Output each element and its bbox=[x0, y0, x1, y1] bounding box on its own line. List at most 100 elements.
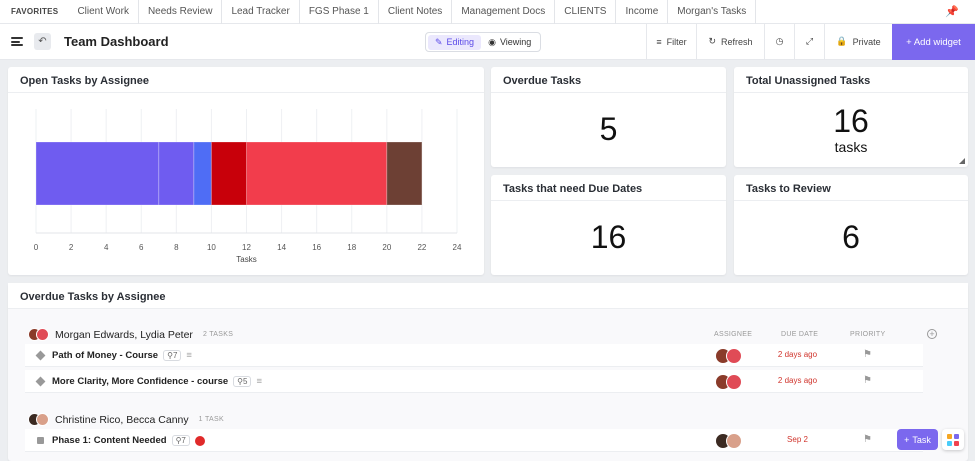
due-date[interactable]: Sep 2 bbox=[787, 435, 808, 444]
subtask-count[interactable]: ⚲5 bbox=[233, 376, 252, 387]
assignee-avatars[interactable] bbox=[715, 433, 742, 449]
group-header[interactable]: Morgan Edwards, Lydia Peter 2 TASKS bbox=[28, 328, 233, 341]
overdue-tasks-value: 5 bbox=[599, 111, 618, 147]
page-title: Team Dashboard bbox=[64, 34, 169, 49]
assignee-avatars[interactable] bbox=[715, 374, 742, 390]
favorite-lead-tracker[interactable]: Lead Tracker bbox=[222, 0, 300, 24]
bar-segment[interactable] bbox=[386, 141, 423, 206]
viewing-option[interactable]: ◉ Viewing bbox=[481, 35, 538, 50]
overdue-tasks-title: Overdue Tasks bbox=[503, 75, 582, 87]
unassigned-tasks-value: 16 bbox=[833, 103, 869, 139]
x-tick-label: 24 bbox=[453, 243, 462, 252]
group-task-count: 2 TASKS bbox=[202, 331, 234, 338]
review-title: Tasks to Review bbox=[746, 183, 831, 195]
group-header[interactable]: Christine Rico, Becca Canny 1 TASK bbox=[28, 413, 224, 426]
add-column-icon[interactable]: + bbox=[927, 329, 937, 339]
priority-flag-icon[interactable]: ⚑ bbox=[863, 434, 872, 445]
clock-icon: ◷ bbox=[775, 36, 784, 46]
x-tick-label: 22 bbox=[417, 243, 426, 252]
overdue-tasks-widget[interactable]: Overdue Tasks 5 bbox=[491, 67, 726, 167]
x-tick-label: 4 bbox=[104, 243, 109, 252]
dashboard-header: ↶ Team Dashboard ✎ Editing ◉ Viewing ≡ F… bbox=[0, 24, 975, 60]
due-date[interactable]: 2 days ago bbox=[777, 376, 818, 385]
avatar bbox=[28, 413, 49, 426]
assignee-avatars[interactable] bbox=[715, 348, 742, 364]
favorite-client-work[interactable]: Client Work bbox=[68, 0, 139, 24]
favorites-bar: FAVORITES Client Work Needs Review Lead … bbox=[0, 0, 975, 24]
group-task-count: 1 TASK bbox=[198, 416, 224, 423]
resize-handle-icon[interactable] bbox=[959, 158, 965, 164]
due-dates-widget[interactable]: Tasks that need Due Dates 16 bbox=[491, 175, 726, 275]
subtask-count[interactable]: ⚲7 bbox=[163, 350, 182, 361]
pin-icon[interactable]: 📌 bbox=[945, 6, 959, 18]
eye-icon: ◉ bbox=[488, 36, 496, 47]
table-row[interactable]: Phase 1: Content Needed ⚲7 Sep 2 ⚑ bbox=[25, 429, 923, 452]
bar-segment[interactable] bbox=[158, 141, 195, 206]
review-value: 6 bbox=[842, 219, 860, 255]
x-tick-label: 12 bbox=[242, 243, 251, 252]
overdue-by-assignee-title: Overdue Tasks by Assignee bbox=[20, 291, 166, 303]
unassigned-tasks-unit: tasks bbox=[834, 139, 868, 155]
favorite-fgs-phase-1[interactable]: FGS Phase 1 bbox=[300, 0, 379, 24]
expand-icon: ⤢ bbox=[805, 36, 814, 46]
task-name[interactable]: Path of Money - Course bbox=[52, 350, 159, 361]
priority-flag-icon[interactable]: ⚑ bbox=[863, 349, 872, 360]
private-label: Private bbox=[852, 36, 881, 47]
refresh-icon: ↻ bbox=[708, 36, 717, 46]
x-tick-label: 2 bbox=[69, 243, 74, 252]
due-date-column-header[interactable]: DUE DATE bbox=[781, 331, 819, 338]
bar-segment[interactable] bbox=[246, 141, 388, 206]
x-tick-label: 0 bbox=[34, 243, 39, 252]
due-dates-value: 16 bbox=[590, 219, 627, 255]
x-tick-label: 18 bbox=[347, 243, 356, 252]
task-name[interactable]: Phase 1: Content Needed bbox=[52, 435, 167, 446]
status-icon[interactable] bbox=[37, 437, 44, 444]
bar-segment[interactable] bbox=[35, 141, 160, 206]
favorite-income[interactable]: Income bbox=[616, 0, 669, 24]
lock-icon: 🔒 bbox=[836, 36, 848, 46]
back-arrow-icon[interactable]: ↶ bbox=[34, 33, 51, 50]
filter-button[interactable]: ≡ Filter bbox=[646, 24, 696, 59]
favorite-needs-review[interactable]: Needs Review bbox=[139, 0, 223, 24]
review-widget[interactable]: Tasks to Review 6 bbox=[734, 175, 968, 275]
x-tick-label: 16 bbox=[312, 243, 321, 252]
favorite-morgans-tasks[interactable]: Morgan's Tasks bbox=[668, 0, 757, 24]
apps-icon[interactable] bbox=[942, 429, 964, 450]
table-row[interactable]: More Clarity, More Confidence - course ⚲… bbox=[25, 370, 923, 393]
table-row[interactable]: Path of Money - Course ⚲7 ≡ 2 days ago ⚑ bbox=[25, 344, 923, 367]
refresh-label: Refresh bbox=[721, 36, 753, 47]
x-tick-label: 20 bbox=[382, 243, 391, 252]
task-name[interactable]: More Clarity, More Confidence - course bbox=[52, 376, 229, 387]
favorite-client-notes[interactable]: Client Notes bbox=[379, 0, 453, 24]
x-tick-label: 14 bbox=[277, 243, 286, 252]
new-task-button[interactable]: + Task bbox=[897, 429, 938, 450]
edit-view-toggle: ✎ Editing ◉ Viewing bbox=[425, 32, 542, 52]
history-button[interactable]: ◷ bbox=[764, 24, 794, 59]
subtask-count[interactable]: ⚲7 bbox=[171, 435, 190, 446]
description-icon: ≡ bbox=[186, 350, 192, 361]
avatar bbox=[28, 328, 49, 341]
private-button[interactable]: 🔒 Private bbox=[824, 24, 892, 59]
viewing-label: Viewing bbox=[499, 37, 532, 47]
priority-flag-icon[interactable]: ⚑ bbox=[863, 375, 872, 386]
favorite-clients[interactable]: CLIENTS bbox=[555, 0, 617, 24]
add-widget-button[interactable]: + Add widget bbox=[892, 24, 975, 60]
group-name: Morgan Edwards, Lydia Peter bbox=[55, 328, 193, 341]
unassigned-tasks-widget[interactable]: Total Unassigned Tasks 16 tasks bbox=[734, 67, 968, 167]
priority-column-header[interactable]: PRIORITY bbox=[850, 331, 886, 338]
bar-segment[interactable] bbox=[193, 141, 212, 206]
assignee-column-header[interactable]: ASSIGNEE bbox=[714, 331, 753, 338]
menu-icon[interactable] bbox=[11, 37, 23, 46]
fullscreen-button[interactable]: ⤢ bbox=[794, 24, 824, 59]
editing-option[interactable]: ✎ Editing bbox=[428, 34, 482, 50]
status-icon[interactable] bbox=[35, 350, 46, 361]
new-task-label: Task bbox=[912, 434, 931, 445]
blocked-icon bbox=[194, 435, 205, 446]
pencil-icon: ✎ bbox=[435, 36, 443, 47]
refresh-button[interactable]: ↻ Refresh bbox=[696, 24, 764, 59]
favorite-management-docs[interactable]: Management Docs bbox=[452, 0, 556, 24]
status-icon[interactable] bbox=[35, 376, 46, 387]
due-date[interactable]: 2 days ago bbox=[777, 350, 818, 359]
bar-segment[interactable] bbox=[210, 141, 248, 206]
